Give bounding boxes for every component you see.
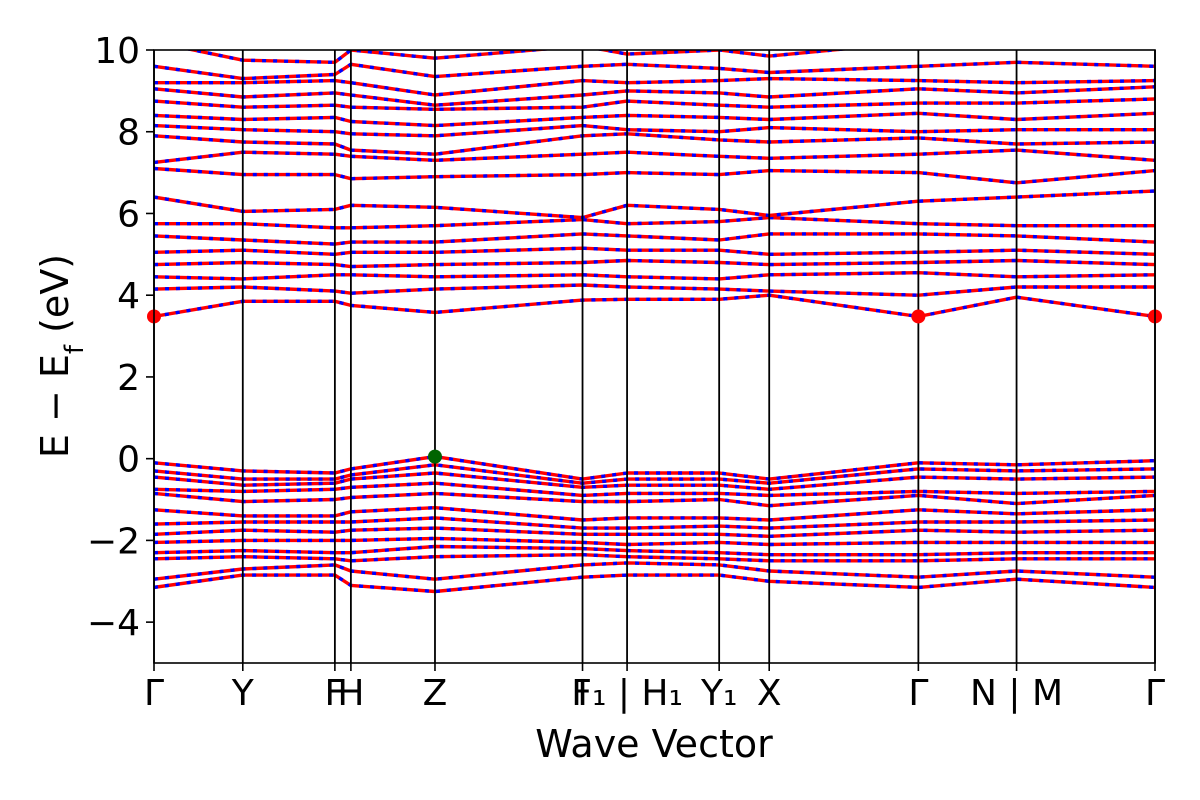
band-line-spin-down [154,132,1155,156]
band-line-spin-down [154,491,1155,508]
y-axis-label-unit: (eV) [33,254,77,345]
y-tick-label: 2 [117,358,140,399]
band-line-spin-down [154,148,1155,165]
y-axis-ticks: −4 −2 0 2 4 6 8 10 [87,31,154,644]
band-line-spin-down [154,553,1155,563]
x-tick-label: X [757,673,782,714]
band-line-spin-down [154,481,1155,498]
band-line-spin-down [154,123,1155,138]
y-tick-label: 10 [94,31,140,72]
plot-frame [153,49,1156,664]
band-line-spin-down [154,516,1155,530]
band-line-spin-down [154,232,1155,246]
band-line-spin-down [154,536,1155,547]
band-line-spin-down [154,111,1155,128]
band-line-spin-down [154,506,1155,522]
x-tick-label: F₁ | H₁ [571,673,683,714]
band-line-spin-down [154,454,1155,481]
band-line-spin-down [154,271,1155,281]
band-line-spin-down [154,471,1155,491]
band-line-spin-down [154,85,1155,107]
y-tick-label: −4 [87,603,140,644]
band-line-spin-down [154,283,1155,297]
band-line-spin-down [154,60,1155,81]
x-tick-label: Γ [144,673,164,714]
band-line-spin-down [154,97,1155,111]
band-line-spin-down [154,166,1155,185]
band-line-spin-down [154,544,1155,557]
x-tick-label: Z [423,673,448,714]
bands-layer [154,50,1155,594]
y-tick-label: −2 [87,521,140,562]
band-line-spin-down [185,50,851,64]
band-line-spin-down [154,526,1155,538]
band-line-spin-down [154,258,1155,269]
band-line-spin-down [154,76,1155,97]
x-tick-label: N | M [970,673,1063,714]
band-line-spin-down [154,463,1155,485]
y-axis-label: E − Ef (eV) [33,254,90,458]
y-tick-label: 6 [117,194,140,235]
x-tick-label: Y₁ [700,673,737,714]
y-axis-label-subscript: f [60,344,90,354]
y-tick-label: 0 [117,440,140,481]
x-tick-label: F [325,673,346,714]
x-axis-ticks: Γ Y FH Z IF₁ | H₁ Y₁ X Γ N | M Γ [144,663,1165,714]
band-line-spin-down [154,293,1155,319]
valence-band-maximum-marker [427,449,442,464]
x-tick-label: I [577,673,588,714]
band-line-spin-down [154,246,1155,256]
band-line-spin-down [154,573,1155,594]
x-tick-label: Y [231,673,255,714]
x-tick-label: Γ [1145,673,1165,714]
band-line-spin-down [154,189,1155,220]
y-axis-label-main: E − E [33,354,77,458]
y-tick-label: 8 [117,113,140,154]
x-axis-label: Wave Vector [535,722,773,766]
x-tick-label: H [337,673,364,714]
band-line-spin-down [154,561,1155,581]
conduction-band-minimum-marker [911,309,926,324]
y-tick-label: 4 [117,276,140,317]
band-line-spin-down [154,215,1155,230]
x-tick-label: Γ [908,673,928,714]
